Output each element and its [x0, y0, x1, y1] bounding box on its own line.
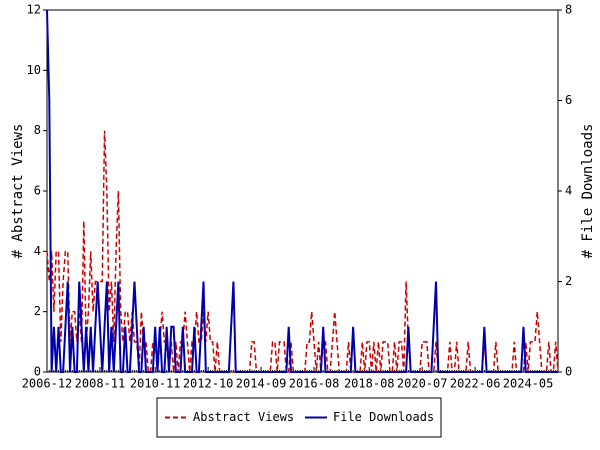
- y2-tick-label: 0: [565, 365, 572, 379]
- y-tick-label: 12: [27, 3, 41, 17]
- x-tick-label: 2008-11: [75, 377, 126, 391]
- y2-tick-label: 8: [565, 3, 572, 17]
- x-tick-label: 2016-08: [289, 377, 340, 391]
- x-tick-label: 2006-12: [22, 377, 73, 391]
- x-tick-label: 2020-07: [397, 377, 448, 391]
- x-tick-label: 2018-08: [344, 377, 395, 391]
- y2-axis-label: # File Downloads: [580, 124, 596, 259]
- y-tick-label: 4: [34, 244, 41, 258]
- y-tick-label: 6: [34, 184, 41, 198]
- y-tick-label: 2: [34, 304, 41, 318]
- legend-label: File Downloads: [333, 410, 434, 424]
- y-tick-label: 8: [34, 123, 41, 137]
- y-tick-label: 10: [27, 63, 41, 77]
- y-tick-label: 0: [34, 365, 41, 379]
- y-axis-label: # Abstract Views: [10, 124, 26, 259]
- x-tick-label: 2022-06: [450, 377, 501, 391]
- y2-tick-label: 6: [565, 93, 572, 107]
- y2-tick-label: 4: [565, 184, 572, 198]
- legend-label: Abstract Views: [193, 410, 294, 424]
- x-tick-label: 2014-09: [236, 377, 287, 391]
- x-tick-label: 2010-11: [130, 377, 181, 391]
- series-line: [46, 9, 558, 373]
- y2-tick-label: 2: [565, 274, 572, 288]
- legend-box: [156, 397, 442, 438]
- x-tick-label: 2012-10: [183, 377, 234, 391]
- plot-frame: [46, 9, 559, 373]
- x-tick-label: 2024-05: [503, 377, 554, 391]
- series-line: [46, 130, 559, 373]
